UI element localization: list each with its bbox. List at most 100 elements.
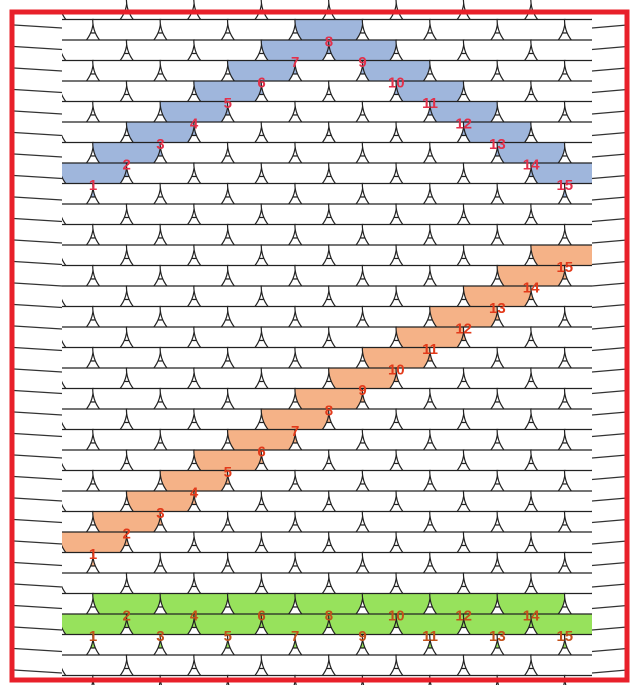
scale-number: 4 bbox=[190, 115, 199, 132]
scale-number: 2 bbox=[123, 525, 131, 542]
scale-number: 11 bbox=[422, 341, 438, 358]
tick bbox=[13, 368, 63, 373]
scale-number: 8 bbox=[325, 402, 333, 419]
scale-number: 14 bbox=[523, 279, 540, 296]
tick bbox=[591, 325, 628, 330]
scale-number: 1 bbox=[89, 177, 97, 194]
tick bbox=[13, 346, 63, 352]
tick bbox=[13, 153, 63, 158]
scale-number: 13 bbox=[489, 300, 506, 317]
tick bbox=[13, 518, 63, 524]
scale-number: 6 bbox=[257, 74, 265, 91]
scale-number: 7 bbox=[291, 54, 299, 71]
scale-number: 15 bbox=[556, 628, 573, 645]
tick bbox=[591, 174, 628, 180]
scale-number: 15 bbox=[556, 177, 573, 194]
scale-number: 7 bbox=[291, 423, 299, 440]
tick bbox=[13, 67, 63, 72]
tick bbox=[13, 411, 63, 416]
tick bbox=[13, 432, 63, 438]
scale-number: 12 bbox=[455, 320, 472, 337]
tick bbox=[591, 196, 628, 201]
scale-number: 11 bbox=[422, 628, 438, 645]
scale-number: 8 bbox=[325, 607, 333, 624]
scale-number: 2 bbox=[123, 607, 131, 624]
tick bbox=[591, 282, 628, 287]
tick bbox=[13, 583, 63, 588]
tick bbox=[13, 497, 63, 502]
scale-number: 4 bbox=[190, 607, 199, 624]
scale-number: 15 bbox=[556, 259, 573, 276]
tick bbox=[13, 604, 63, 610]
tick bbox=[13, 88, 63, 94]
scale-number: 9 bbox=[358, 382, 366, 399]
scale-number: 10 bbox=[388, 361, 405, 378]
tick bbox=[591, 110, 628, 115]
tick bbox=[13, 626, 63, 631]
scale-number: 11 bbox=[422, 95, 438, 112]
scale-number: 3 bbox=[156, 505, 164, 522]
scale-number: 6 bbox=[257, 443, 265, 460]
tick bbox=[591, 88, 628, 94]
tick bbox=[591, 669, 628, 674]
tick bbox=[591, 346, 628, 352]
tick bbox=[13, 196, 63, 201]
tick bbox=[591, 454, 628, 459]
tick bbox=[13, 260, 63, 266]
tick bbox=[13, 282, 63, 287]
scale-number: 5 bbox=[224, 464, 232, 481]
tick bbox=[591, 626, 628, 631]
scale-number: 8 bbox=[325, 33, 333, 50]
scale-number: 7 bbox=[291, 628, 299, 645]
scale-number: 5 bbox=[224, 628, 232, 645]
tick bbox=[591, 561, 628, 567]
scale-number: 3 bbox=[156, 136, 164, 153]
scale-number: 6 bbox=[257, 607, 265, 624]
side-ticks bbox=[13, 24, 628, 674]
tick bbox=[591, 239, 628, 244]
tick bbox=[591, 24, 628, 29]
scale-number: 5 bbox=[224, 95, 232, 112]
tick bbox=[13, 475, 63, 481]
tick bbox=[591, 153, 628, 158]
scale-number: 13 bbox=[489, 136, 506, 153]
tick bbox=[591, 45, 628, 51]
tick bbox=[13, 110, 63, 115]
tick bbox=[13, 303, 63, 309]
scale-number: 1 bbox=[89, 546, 97, 563]
scale-number: 2 bbox=[123, 156, 131, 173]
tick bbox=[591, 604, 628, 610]
tick bbox=[591, 475, 628, 481]
tick bbox=[13, 389, 63, 395]
tick bbox=[591, 67, 628, 72]
tick bbox=[13, 24, 63, 29]
scale-number: 9 bbox=[358, 628, 366, 645]
scales bbox=[62, 0, 592, 685]
tick bbox=[591, 303, 628, 309]
scale-number: 10 bbox=[388, 607, 405, 624]
scale-number: 14 bbox=[523, 156, 540, 173]
scale-number: 1 bbox=[89, 628, 97, 645]
tick bbox=[13, 561, 63, 567]
red-frame bbox=[9, 9, 630, 683]
scale-number: 13 bbox=[489, 628, 506, 645]
tick bbox=[13, 239, 63, 244]
scale-number: 10 bbox=[388, 74, 405, 91]
tick bbox=[591, 260, 628, 266]
tick bbox=[13, 454, 63, 459]
scale-number: 4 bbox=[190, 484, 199, 501]
tick bbox=[13, 647, 63, 653]
tick bbox=[13, 540, 63, 545]
scale-number: 12 bbox=[455, 607, 472, 624]
tick bbox=[13, 174, 63, 180]
tick bbox=[591, 432, 628, 438]
tick bbox=[591, 540, 628, 545]
tick bbox=[13, 131, 63, 137]
scale-number: 12 bbox=[455, 115, 472, 132]
scale-number: 14 bbox=[523, 607, 540, 624]
tick bbox=[591, 583, 628, 588]
tick bbox=[591, 131, 628, 137]
scale-number: 3 bbox=[156, 628, 164, 645]
